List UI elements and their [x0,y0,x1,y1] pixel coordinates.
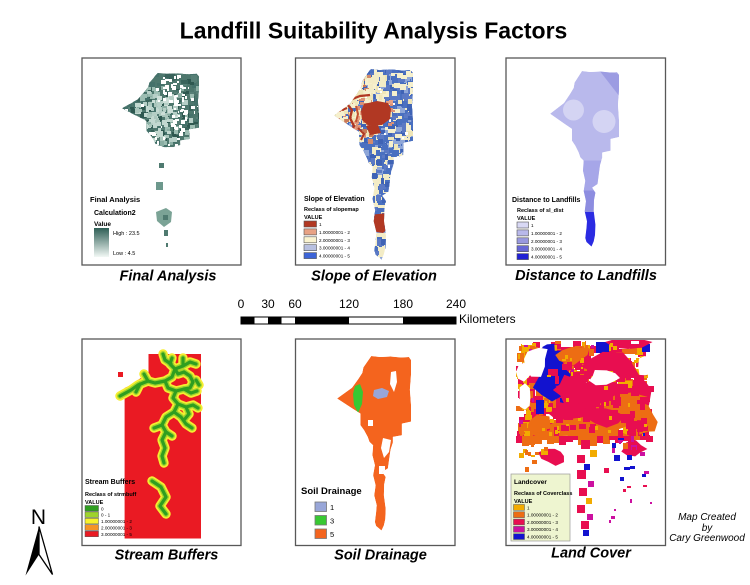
svg-text:0: 0 [238,297,245,311]
svg-text:Reclass of strmbuff: Reclass of strmbuff [85,492,137,498]
svg-text:4.00000001 - 5: 4.00000001 - 5 [319,254,350,259]
svg-text:Reclass of Coverclass: Reclass of Coverclass [514,491,572,497]
svg-text:Land Cover: Land Cover [551,546,632,562]
svg-text:1: 1 [330,503,334,512]
svg-text:Calculation2: Calculation2 [94,210,136,217]
svg-text:0: 0 [101,506,104,511]
svg-text:2.00000001 - 3: 2.00000001 - 3 [531,239,562,244]
svg-text:30: 30 [261,297,275,311]
svg-text:3: 3 [330,517,334,526]
svg-text:1: 1 [527,505,530,510]
svg-text:Slope of Elevation: Slope of Elevation [311,269,437,285]
svg-text:Final Analysis: Final Analysis [90,195,140,204]
svg-text:VALUE: VALUE [304,215,323,221]
svg-text:2.00000001 - 3: 2.00000001 - 3 [527,520,558,525]
svg-text:Distance to Landfills: Distance to Landfills [515,268,657,284]
svg-text:60: 60 [288,297,302,311]
svg-text:Landcover: Landcover [514,479,547,486]
svg-text:Reclass of slopemap: Reclass of slopemap [304,207,359,213]
svg-text:3.00000001 - 4: 3.00000001 - 4 [527,527,558,532]
svg-text:High : 23.5: High : 23.5 [113,231,140,237]
svg-text:1.00000001 - 2: 1.00000001 - 2 [319,230,350,235]
svg-text:Distance to Landfills: Distance to Landfills [512,197,581,204]
svg-text:Landfill Suitability Analysis: Landfill Suitability Analysis Factors [180,18,568,44]
svg-text:3.00000001 - 4: 3.00000001 - 4 [531,247,562,252]
svg-text:Stream Buffers: Stream Buffers [85,479,135,486]
svg-text:Map Created: Map Created [678,512,736,523]
svg-text:1.00000001 - 2: 1.00000001 - 2 [101,519,132,524]
svg-text:N: N [31,506,46,529]
svg-text:3.00000001 - 4: 3.00000001 - 4 [319,246,350,251]
svg-text:4.00000001 - 5: 4.00000001 - 5 [531,255,562,260]
svg-text:180: 180 [393,297,413,311]
svg-text:0 - 1: 0 - 1 [101,513,111,518]
svg-text:1.00000001 - 2: 1.00000001 - 2 [531,231,562,236]
svg-text:Stream Buffers: Stream Buffers [115,548,219,564]
svg-text:Cary Greenwood: Cary Greenwood [669,533,745,544]
svg-text:5: 5 [330,530,334,539]
svg-text:Slope of Elevation: Slope of Elevation [304,196,365,203]
svg-text:Final Analysis: Final Analysis [120,269,217,285]
svg-text:VALUE: VALUE [514,499,533,505]
svg-text:Soil Drainage: Soil Drainage [334,548,427,564]
svg-text:VALUE: VALUE [85,500,104,506]
svg-text:Low : 4.5: Low : 4.5 [113,251,135,257]
svg-text:1: 1 [531,223,534,228]
svg-text:2.00000001 - 3: 2.00000001 - 3 [319,238,350,243]
svg-text:120: 120 [339,297,359,311]
svg-text:3.00000001 - 5: 3.00000001 - 5 [101,532,132,537]
svg-text:240: 240 [446,297,466,311]
svg-text:Reclass of sl_dist: Reclass of sl_dist [517,208,564,214]
svg-text:1.00000001 - 2: 1.00000001 - 2 [527,513,558,518]
svg-text:by: by [702,523,714,534]
svg-text:Value: Value [94,221,111,228]
svg-text:4.00000001 - 5: 4.00000001 - 5 [527,535,558,540]
svg-text:Kilometers: Kilometers [459,312,516,326]
svg-text:VALUE: VALUE [517,216,536,222]
svg-text:2.00000001 - 3: 2.00000001 - 3 [101,526,132,531]
svg-text:1: 1 [319,222,322,227]
svg-text:Soil Drainage: Soil Drainage [301,486,362,497]
